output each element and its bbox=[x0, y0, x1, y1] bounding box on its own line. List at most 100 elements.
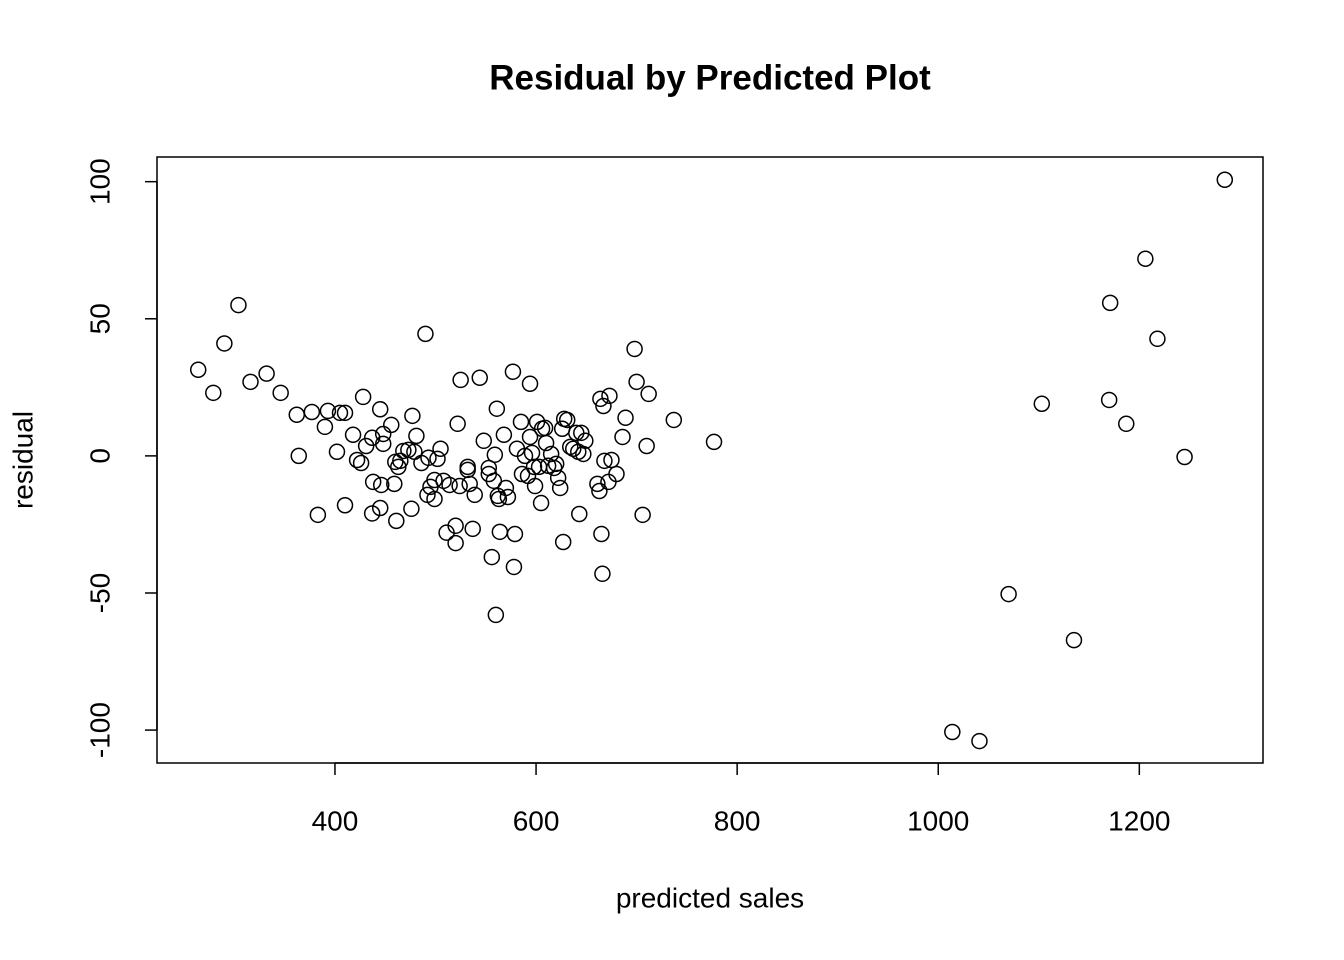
point bbox=[466, 486, 483, 504]
point bbox=[595, 397, 612, 415]
chart-title: Residual by Predicted Plot bbox=[489, 58, 931, 97]
point bbox=[486, 446, 504, 464]
point bbox=[426, 471, 443, 489]
point bbox=[600, 473, 617, 491]
point bbox=[388, 512, 405, 530]
point bbox=[383, 416, 400, 434]
point bbox=[288, 406, 306, 424]
point bbox=[558, 411, 576, 429]
point bbox=[352, 454, 370, 472]
point bbox=[205, 384, 222, 402]
point bbox=[258, 365, 275, 382]
y-tick-label: -50 bbox=[84, 573, 115, 613]
point bbox=[426, 490, 443, 508]
x-tick-label: 600 bbox=[513, 805, 560, 836]
point bbox=[348, 451, 366, 469]
point bbox=[459, 458, 476, 476]
point bbox=[554, 533, 572, 551]
point bbox=[491, 523, 509, 541]
point bbox=[551, 479, 569, 497]
point bbox=[665, 411, 683, 429]
point bbox=[1033, 395, 1051, 413]
point bbox=[549, 469, 567, 487]
point bbox=[608, 465, 625, 483]
point bbox=[403, 500, 420, 518]
point bbox=[575, 445, 592, 463]
point bbox=[449, 415, 466, 433]
point bbox=[521, 428, 539, 446]
point bbox=[573, 424, 590, 442]
point bbox=[1118, 415, 1135, 433]
point bbox=[516, 447, 534, 465]
point bbox=[344, 426, 362, 444]
point bbox=[371, 499, 389, 517]
point bbox=[638, 437, 655, 455]
point bbox=[461, 475, 478, 493]
point bbox=[331, 404, 349, 422]
point bbox=[705, 433, 723, 451]
point bbox=[596, 452, 613, 470]
point bbox=[272, 384, 289, 402]
point bbox=[447, 534, 464, 552]
point bbox=[483, 548, 501, 566]
point bbox=[189, 361, 207, 379]
y-tick-label: 100 bbox=[84, 158, 115, 205]
point bbox=[571, 505, 588, 523]
point bbox=[628, 373, 645, 391]
x-axis-label: predicted sales bbox=[616, 882, 804, 913]
point bbox=[309, 506, 327, 524]
y-axis-label: residual bbox=[7, 411, 38, 509]
point bbox=[408, 427, 425, 445]
point bbox=[506, 525, 524, 543]
point bbox=[614, 428, 631, 446]
point bbox=[561, 438, 579, 456]
point bbox=[1065, 631, 1083, 649]
x-tick-label: 800 bbox=[714, 805, 761, 836]
point bbox=[617, 409, 634, 427]
point bbox=[464, 520, 481, 538]
point bbox=[336, 496, 354, 514]
point bbox=[944, 723, 961, 741]
point bbox=[216, 335, 233, 352]
point bbox=[577, 432, 594, 450]
point bbox=[1100, 391, 1118, 409]
point bbox=[971, 732, 988, 750]
point bbox=[363, 505, 381, 522]
point bbox=[592, 390, 609, 408]
y-tick-label: 0 bbox=[84, 448, 115, 464]
point bbox=[316, 418, 334, 436]
point bbox=[404, 407, 421, 425]
point bbox=[441, 476, 458, 494]
point bbox=[328, 443, 346, 461]
point bbox=[526, 477, 544, 495]
point bbox=[459, 461, 476, 479]
point bbox=[372, 476, 390, 494]
point bbox=[471, 369, 489, 386]
point bbox=[553, 420, 571, 437]
point bbox=[504, 363, 522, 380]
point bbox=[589, 475, 606, 493]
point bbox=[303, 403, 321, 421]
point bbox=[1137, 250, 1154, 267]
point bbox=[601, 387, 618, 405]
point bbox=[565, 440, 582, 458]
point bbox=[475, 432, 493, 450]
point bbox=[640, 385, 657, 403]
point bbox=[357, 437, 375, 455]
point bbox=[1101, 294, 1119, 312]
point bbox=[593, 525, 610, 543]
point bbox=[488, 400, 506, 417]
point bbox=[1216, 171, 1234, 189]
point bbox=[429, 450, 446, 468]
point bbox=[374, 435, 392, 453]
point bbox=[512, 413, 530, 431]
point bbox=[1149, 330, 1166, 348]
point bbox=[505, 558, 523, 576]
point bbox=[532, 494, 550, 512]
x-tick-label: 1000 bbox=[907, 805, 969, 836]
point bbox=[386, 475, 403, 493]
point bbox=[290, 447, 308, 465]
point bbox=[364, 473, 382, 491]
x-tick-label: 1200 bbox=[1108, 805, 1170, 836]
point bbox=[1176, 448, 1193, 466]
